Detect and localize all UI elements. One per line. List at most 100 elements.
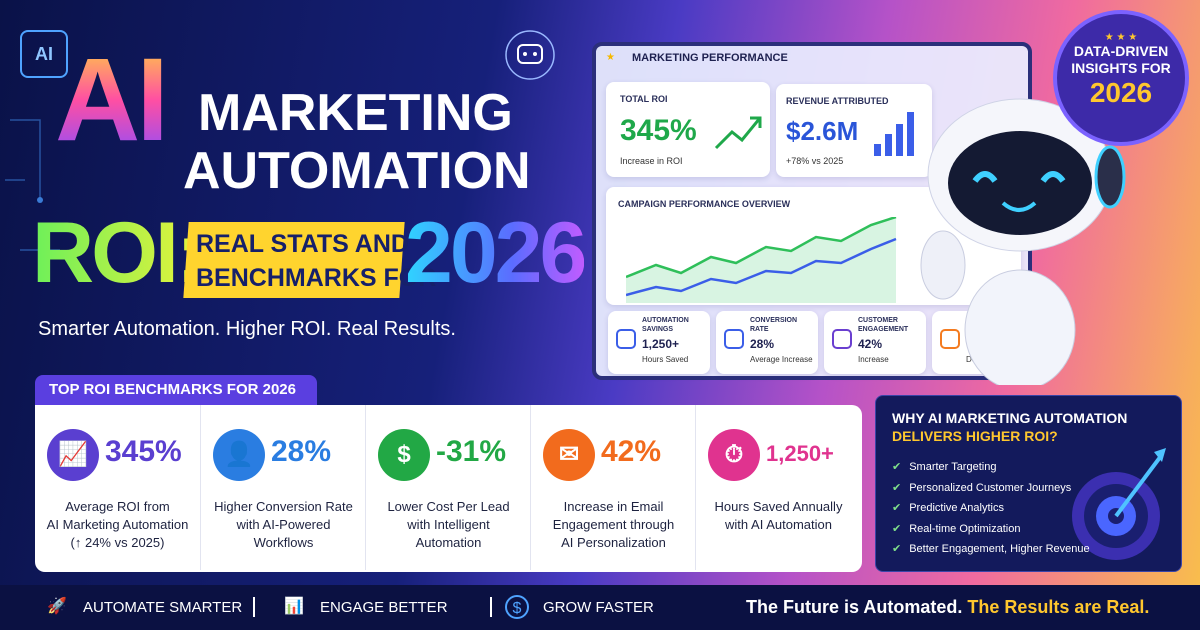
title-roi: ROI: (32, 205, 205, 301)
why-item: ✔ Better Engagement, Higher Revenue (892, 542, 1090, 555)
title-ai: AI (55, 34, 169, 166)
tagline: Smarter Automation. Higher ROI. Real Res… (38, 318, 456, 340)
check: ✔ (892, 522, 902, 535)
dashboard-title: MARKETING PERFORMANCE (632, 52, 788, 64)
benchmark-text: Average ROI from (65, 499, 170, 514)
benchmark-text: Automation (415, 535, 482, 550)
metric-icon (832, 329, 852, 349)
why-title: WHY AI MARKETING AUTOMATION (892, 410, 1128, 426)
benchmark: ⏱ 1,250+ Hours Saved Annually with AI Autom… (695, 405, 860, 570)
why-text: Personalized Customer Journeys (909, 481, 1072, 494)
why-item: ✔ Personalized Customer Journeys (892, 481, 1071, 494)
slogan-a: The Future is Automated. (746, 597, 963, 617)
metric-card: CUSTOMER ENGAGEMENT 42% Increase (824, 311, 926, 374)
metric-value: 42% (858, 337, 883, 351)
benchmark-text: Hours Saved Annually (714, 499, 843, 514)
check: ✔ (892, 461, 902, 473)
metric-icon (616, 329, 636, 349)
benchmark: ✉ 42% Increase in Email Engagement through A… (530, 405, 695, 570)
check: ✔ (892, 543, 902, 555)
value: 345% (620, 114, 697, 147)
benchmark-icon: 📈 (47, 429, 99, 481)
label: REVENUE ATTRIBUTED (786, 96, 889, 106)
title-line: MARKETING (198, 84, 513, 142)
label: TOTAL ROI (620, 94, 668, 104)
metric-icon (940, 329, 960, 349)
benchmark-icon: ⏱ (708, 429, 760, 481)
title-line: AUTOMATION (183, 142, 531, 200)
slogan: The Future is Automated. The Results are… (746, 597, 1149, 618)
note: +78% vs 2025 (786, 156, 844, 166)
benchmarks-heading: TOP ROI BENCHMARKS FOR 2026 (35, 375, 317, 405)
icon: ★ (606, 52, 615, 63)
benchmark-text: Engagement through (552, 517, 675, 532)
why-text: Predictive Analytics (909, 502, 1004, 514)
seal-text: DATA-DRIVEN (1073, 43, 1169, 59)
benchmark-value: 1,250+ (766, 441, 834, 466)
seal-year: 2026 (1089, 77, 1153, 108)
icon (714, 116, 762, 150)
benchmark-icon: $ (378, 429, 430, 481)
benchmark-value: -31% (436, 435, 507, 468)
benchmark-value: 345% (105, 435, 182, 468)
benchmark-text: with AI Automation (725, 517, 832, 532)
benchmark-text: (↑ 24% vs 2025) (70, 535, 165, 550)
benchmark-text: Higher Conversion Rate (214, 499, 353, 514)
robot (920, 98, 1126, 385)
title-year: 2026 (405, 205, 587, 301)
benchmark-value: 28% (271, 435, 332, 468)
benchmark-text: with AI-Powered (236, 517, 331, 532)
seal: ★ ★ ★ DATA-DRIVEN INSIGHTS FOR 2026 (1053, 10, 1189, 146)
metric-card: AUTOMATION SAVINGS 1,250+ Hours Saved (608, 311, 710, 374)
benchmark: 📈 345% Average ROI from AI Marketing Automa… (35, 405, 200, 570)
divider (253, 597, 255, 617)
metric-value: 28% (750, 337, 775, 351)
roi-card: TOTAL ROI 345% Increase in ROI (606, 82, 770, 177)
seal-text: INSIGHTS FOR (1071, 60, 1171, 76)
value: $2.6M (786, 116, 859, 146)
metric-note: Average Increase (750, 355, 813, 364)
divider (490, 597, 492, 617)
revenue-card: REVENUE ATTRIBUTED $2.6M +78% vs 2025 (776, 84, 932, 177)
benchmark-text: AI Marketing Automation (46, 517, 189, 532)
benchmark-text: Workflows (253, 535, 314, 550)
benchmark-icon: 👤 (213, 429, 265, 481)
decor (5, 30, 555, 251)
slogan-b: The Results are Real. (967, 597, 1150, 617)
footer-item: GROW FASTER (543, 599, 654, 616)
benchmarks-panel: 📈 345% Average ROI from AI Marketing Automa… (35, 405, 862, 572)
footer-item: AUTOMATE SMARTER (83, 599, 243, 616)
footer-item: ENGAGE BETTER (320, 599, 448, 616)
metric-label: CUSTOMER (858, 317, 898, 324)
benchmark-text: Lower Cost Per Lead (387, 499, 510, 514)
ai-badge: AI (20, 30, 68, 78)
subtitle: BENCHMARKS FOR (196, 264, 437, 292)
why-item: ✔ Real-time Optimization (892, 522, 1020, 535)
metric-value: 1,250+ (642, 337, 680, 351)
icon (874, 112, 914, 156)
metric-icon (724, 329, 744, 349)
footer-icon: 🚀 (47, 598, 67, 615)
metric-label: CONVERSION (750, 317, 798, 324)
metric-label: ENGAGEMENT (858, 326, 909, 333)
benchmark-text: with Intelligent (407, 517, 490, 532)
footer-icon: 📊 (284, 598, 304, 615)
benchmark-text: Increase in Email (563, 499, 664, 514)
benchmark-text: AI Personalization (561, 535, 666, 550)
target-icon (1072, 448, 1166, 560)
why-title: DELIVERS HIGHER ROI? (892, 428, 1058, 444)
check: ✔ (892, 481, 902, 494)
metric-card: CONVERSION RATE 28% Average Increase (716, 311, 818, 374)
why-panel: WHY AI MARKETING AUTOMATION DELIVERS HIG… (875, 395, 1182, 572)
benchmark: $ -31% Lower Cost Per Lead with Intelligent… (365, 405, 530, 570)
benchmark-icon: ✉ (543, 429, 595, 481)
chart-lines (626, 217, 897, 303)
metric-label: AUTOMATION (642, 317, 689, 324)
chart-title: CAMPAIGN PERFORMANCE OVERVIEW (618, 199, 791, 209)
note: Increase in ROI (620, 156, 683, 166)
footer: The Future is Automated. The Results are… (0, 585, 1200, 630)
metric-note: Increase (858, 355, 889, 364)
metric-label: SAVINGS (642, 326, 673, 333)
why-text: Better Engagement, Higher Revenue (909, 543, 1090, 555)
